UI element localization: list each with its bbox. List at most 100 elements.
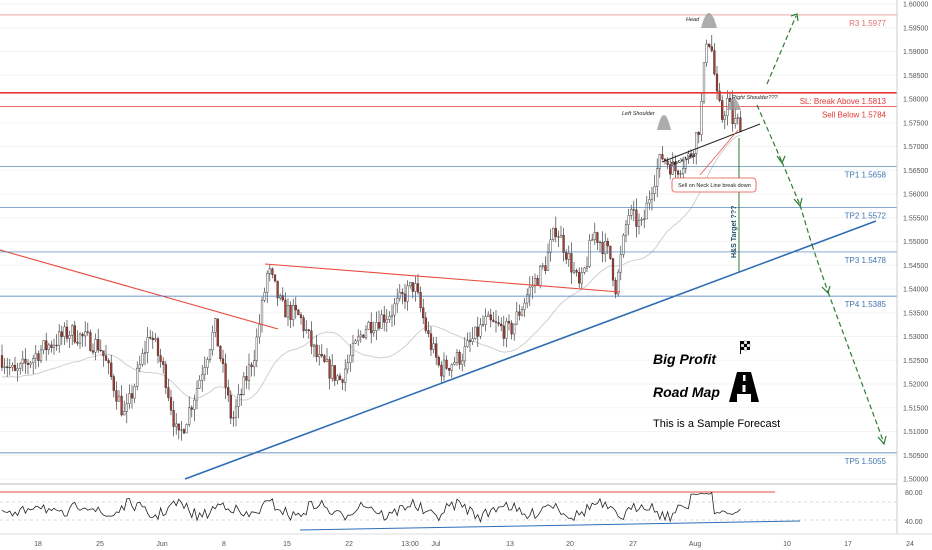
candle-body bbox=[302, 317, 305, 331]
price-axis: 1.60000 1.59500 1.59000 1.58500 1.58000 1.575… bbox=[896, 0, 928, 534]
price-tick-label: 1.54500 bbox=[903, 263, 928, 270]
candle-body bbox=[708, 43, 711, 47]
candle-body bbox=[128, 393, 131, 405]
candle-body bbox=[614, 279, 617, 295]
candle-body bbox=[47, 344, 50, 350]
candle-body bbox=[484, 316, 487, 325]
candle-body bbox=[149, 337, 152, 339]
date-tick-label: 8 bbox=[222, 541, 226, 548]
candle-body bbox=[73, 325, 76, 343]
candle-body bbox=[552, 228, 555, 240]
candle-body bbox=[169, 397, 173, 411]
head-marker bbox=[701, 13, 717, 28]
level-label: TP1 1.5658 bbox=[845, 170, 887, 179]
candle-body bbox=[383, 314, 386, 323]
candle-body bbox=[208, 349, 212, 360]
annotations: Head Left Shoulder Right Shoulder??? Nec… bbox=[622, 17, 779, 258]
candle-body bbox=[65, 326, 69, 339]
candle-body bbox=[624, 224, 628, 236]
price-tick-label: 1.50500 bbox=[903, 453, 928, 460]
candle-body bbox=[588, 240, 591, 267]
candle-body bbox=[609, 245, 612, 259]
candle-body bbox=[419, 292, 422, 308]
candle-body bbox=[450, 364, 453, 371]
candle-body bbox=[151, 337, 154, 340]
candle-body bbox=[42, 340, 45, 351]
candle-body bbox=[214, 318, 217, 333]
target-label: H&S Target ??? bbox=[731, 206, 738, 258]
candle-body bbox=[396, 297, 399, 305]
candle-body bbox=[39, 349, 43, 361]
rsi-support-line bbox=[299, 520, 801, 531]
candle-body bbox=[325, 359, 329, 362]
candle-body bbox=[260, 299, 264, 325]
candle-body bbox=[502, 325, 505, 339]
candle-body bbox=[630, 209, 633, 216]
candle-body bbox=[310, 330, 313, 347]
candle-body bbox=[705, 43, 708, 64]
price-tick-label: 1.56000 bbox=[903, 192, 928, 199]
candle-body bbox=[471, 338, 474, 342]
candle-body bbox=[406, 285, 409, 302]
candle-body bbox=[528, 286, 531, 296]
candle-body bbox=[575, 270, 578, 273]
candle-body bbox=[156, 338, 160, 356]
candle-body bbox=[622, 235, 625, 255]
candle-body bbox=[289, 305, 292, 320]
candle-body bbox=[120, 395, 123, 416]
candle-body bbox=[336, 375, 339, 381]
candle-body bbox=[661, 154, 664, 160]
candle-body bbox=[648, 199, 651, 204]
candle-body bbox=[362, 334, 365, 338]
candle-body bbox=[268, 268, 271, 274]
candle-body bbox=[403, 293, 407, 302]
candle-body bbox=[596, 232, 599, 243]
candle-body bbox=[697, 132, 700, 135]
candle-body bbox=[279, 295, 282, 299]
candle-body bbox=[739, 117, 742, 133]
candle-body bbox=[8, 366, 11, 369]
candle-body bbox=[520, 309, 524, 316]
rsi-tick-label: 40.00 bbox=[905, 519, 923, 526]
candle-body bbox=[536, 278, 539, 286]
candle-body bbox=[130, 393, 134, 399]
candle-body bbox=[76, 341, 79, 344]
price-tick-label: 1.58500 bbox=[903, 73, 928, 80]
candle-body bbox=[606, 241, 609, 247]
candle-body bbox=[78, 333, 82, 344]
candle-body bbox=[146, 337, 149, 353]
candle-body bbox=[643, 218, 646, 220]
candlestick-series bbox=[0, 34, 742, 441]
candle-body bbox=[422, 307, 425, 319]
moving-average-line bbox=[1, 134, 741, 401]
right-shoulder-marker bbox=[727, 98, 741, 110]
rsi-line bbox=[1, 491, 741, 524]
candle-body bbox=[13, 364, 17, 371]
candle-body bbox=[637, 219, 641, 227]
candle-body bbox=[601, 241, 604, 255]
price-tick-label: 1.57500 bbox=[903, 120, 928, 127]
candle-body bbox=[299, 314, 303, 318]
candle-body bbox=[513, 323, 516, 335]
candle-body bbox=[242, 376, 245, 395]
candle-body bbox=[107, 360, 110, 364]
candle-body bbox=[50, 344, 53, 348]
candle-body bbox=[580, 272, 583, 284]
candle-body bbox=[175, 423, 178, 427]
candle-body bbox=[253, 360, 256, 368]
candle-body bbox=[258, 324, 261, 338]
candle-body bbox=[206, 359, 209, 368]
candle-body bbox=[141, 353, 144, 365]
candle-body bbox=[71, 325, 74, 336]
candle-body bbox=[219, 345, 222, 360]
candle-body bbox=[276, 280, 279, 299]
candle-body bbox=[86, 331, 89, 333]
candle-body bbox=[463, 346, 466, 362]
price-tick-label: 1.60000 bbox=[903, 2, 928, 9]
candle-body bbox=[237, 394, 240, 407]
level-label: R3 1.5977 bbox=[849, 19, 886, 28]
price-tick-label: 1.59500 bbox=[903, 25, 928, 32]
candle-body bbox=[180, 429, 183, 431]
candle-body bbox=[286, 305, 290, 318]
